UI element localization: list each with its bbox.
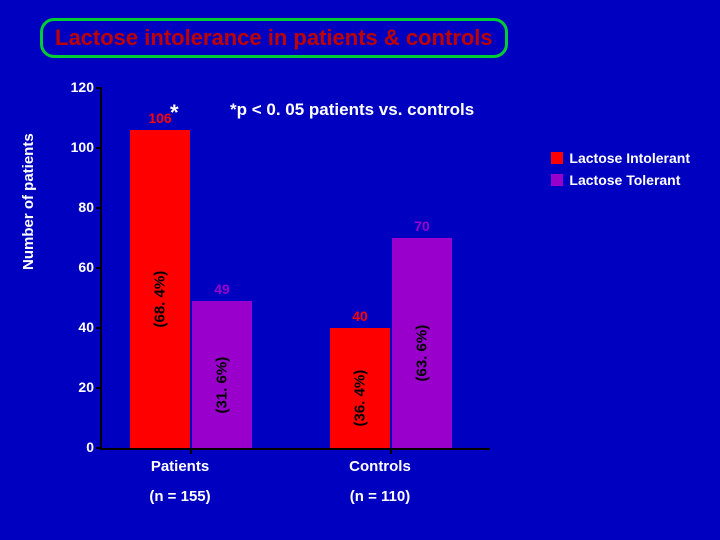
y-tick-label: 100: [60, 139, 94, 155]
bar-pct-label: (63. 6%): [414, 302, 431, 382]
y-tick-mark: [96, 147, 102, 149]
n-label: (n = 110): [320, 488, 440, 505]
y-tick-mark: [96, 207, 102, 209]
bar-value-label: 40: [330, 308, 390, 324]
y-tick-mark: [96, 327, 102, 329]
y-axis-label: Number of patients: [20, 133, 37, 270]
y-tick-label: 40: [60, 319, 94, 335]
page-title: Lactose intolerance in patients & contro…: [40, 18, 508, 58]
category-tick: [390, 448, 392, 454]
category-label: Controls: [320, 458, 440, 475]
y-tick-label: 20: [60, 379, 94, 395]
legend-item: Lactose Tolerant: [551, 172, 690, 188]
bar-value-label: 70: [392, 218, 452, 234]
bar-pct-label: (31. 6%): [214, 333, 231, 413]
y-tick-label: 80: [60, 199, 94, 215]
y-tick-label: 0: [60, 439, 94, 455]
y-tick-mark: [96, 87, 102, 89]
category-label: Patients: [120, 458, 240, 475]
y-tick-label: 120: [60, 79, 94, 95]
p-value-note: *p < 0. 05 patients vs. controls: [230, 100, 474, 120]
chart-legend: Lactose Intolerant Lactose Tolerant: [551, 150, 690, 194]
legend-label: Lactose Tolerant: [569, 172, 680, 188]
legend-item: Lactose Intolerant: [551, 150, 690, 166]
category-tick: [190, 448, 192, 454]
bar-pct-label: (68. 4%): [152, 248, 169, 328]
y-tick-mark: [96, 267, 102, 269]
x-axis-line: [100, 448, 490, 450]
legend-label: Lactose Intolerant: [569, 150, 690, 166]
y-tick-label: 60: [60, 259, 94, 275]
legend-swatch-icon: [551, 174, 563, 186]
y-tick-mark: [96, 387, 102, 389]
n-label: (n = 155): [120, 488, 240, 505]
bar-pct-label: (36. 4%): [352, 347, 369, 427]
y-tick-mark: [96, 447, 102, 449]
bar-value-label: 49: [192, 281, 252, 297]
bar-value-label: 106: [130, 110, 190, 126]
legend-swatch-icon: [551, 152, 563, 164]
